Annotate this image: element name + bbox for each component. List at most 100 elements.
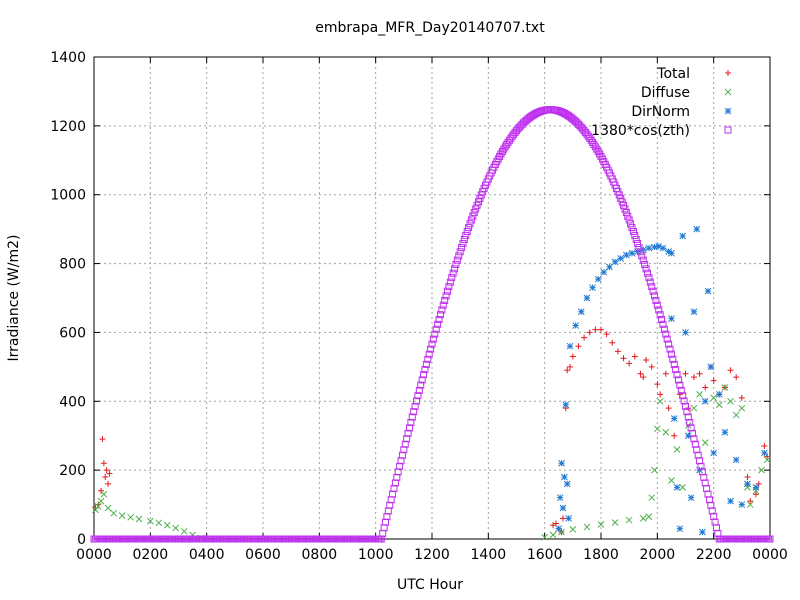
data-point [636, 248, 644, 256]
data-point [673, 371, 681, 379]
data-point [400, 446, 408, 454]
data-point [684, 432, 692, 440]
data-point [98, 487, 105, 494]
data-point [467, 216, 475, 224]
data-point [645, 274, 653, 282]
data-point [432, 325, 440, 333]
data-point [651, 243, 658, 251]
data-point [669, 355, 677, 363]
data-point [715, 391, 723, 398]
legend-marker [724, 107, 732, 115]
y-tick-label: 400 [59, 394, 86, 410]
data-point [642, 265, 650, 273]
y-tick-label: 200 [59, 463, 86, 479]
data-point [712, 524, 720, 532]
data-point [408, 413, 416, 421]
data-point [592, 326, 599, 333]
series-3 [90, 106, 774, 543]
data-point [755, 480, 762, 487]
data-point [401, 440, 409, 448]
x-tick-label: 0600 [245, 547, 281, 563]
x-tick-label: 2000 [640, 547, 676, 563]
data-point [651, 466, 658, 474]
data-point [658, 315, 666, 323]
data-point [738, 404, 746, 412]
y-tick-label: 1400 [50, 50, 86, 66]
data-point [383, 513, 391, 521]
data-point [452, 260, 460, 268]
data-point [172, 524, 180, 532]
legend-label: 1380*cos(zth) [591, 123, 690, 139]
data-point [413, 397, 421, 405]
data-point [472, 205, 480, 213]
data-point [449, 269, 457, 277]
data-point [696, 370, 703, 377]
data-point [662, 370, 669, 377]
data-point [561, 473, 568, 481]
data-point [404, 429, 412, 437]
legend-marker [724, 88, 732, 96]
y-tick-label: 1200 [50, 119, 86, 135]
data-point [594, 275, 602, 283]
data-point [659, 244, 667, 252]
data-point [738, 394, 745, 401]
data-point [555, 525, 563, 533]
data-point [761, 449, 768, 457]
data-point [463, 227, 471, 235]
data-point [682, 402, 689, 410]
data-point [473, 201, 481, 209]
data-point [649, 287, 657, 295]
data-point [180, 528, 188, 535]
data-point [559, 515, 566, 522]
data-point [701, 397, 709, 405]
data-point [135, 515, 143, 523]
x-tick-label: 1600 [527, 547, 563, 563]
data-point [563, 480, 571, 488]
data-point [655, 243, 663, 250]
data-point [609, 339, 616, 346]
data-point [702, 384, 709, 391]
data-point [699, 528, 706, 536]
data-point [622, 251, 630, 259]
data-point [103, 467, 110, 474]
data-point [597, 521, 605, 528]
data-point [651, 292, 659, 300]
data-point [707, 363, 715, 371]
data-marks [90, 106, 774, 543]
data-point [425, 350, 433, 358]
data-point [648, 283, 656, 291]
data-point [562, 401, 570, 409]
data-point [110, 509, 118, 517]
data-point [466, 220, 474, 228]
data-point [446, 278, 454, 286]
data-point [621, 205, 629, 213]
data-point [424, 355, 432, 363]
legend-marker [724, 126, 732, 134]
legend-label: Total [656, 66, 690, 82]
data-point [637, 370, 644, 377]
data-point [606, 263, 613, 271]
data-point [624, 212, 632, 220]
data-point [727, 497, 734, 505]
data-point [97, 497, 105, 505]
x-tick-label: 2200 [696, 547, 732, 563]
data-point [435, 315, 443, 323]
legend-label: DirNorm [631, 104, 690, 120]
data-point [384, 507, 392, 515]
data-point [665, 248, 672, 255]
data-point [668, 315, 675, 323]
data-point [690, 308, 698, 316]
data-point [418, 376, 426, 384]
data-point [643, 356, 650, 363]
data-point [382, 518, 390, 526]
data-point [704, 287, 712, 295]
data-point [583, 523, 591, 531]
series-1 [92, 384, 771, 542]
data-point [696, 391, 703, 398]
y-tick-label: 600 [59, 325, 86, 341]
data-point [710, 449, 718, 457]
data-point [665, 405, 672, 412]
data-point [655, 306, 663, 314]
data-point [577, 308, 585, 316]
